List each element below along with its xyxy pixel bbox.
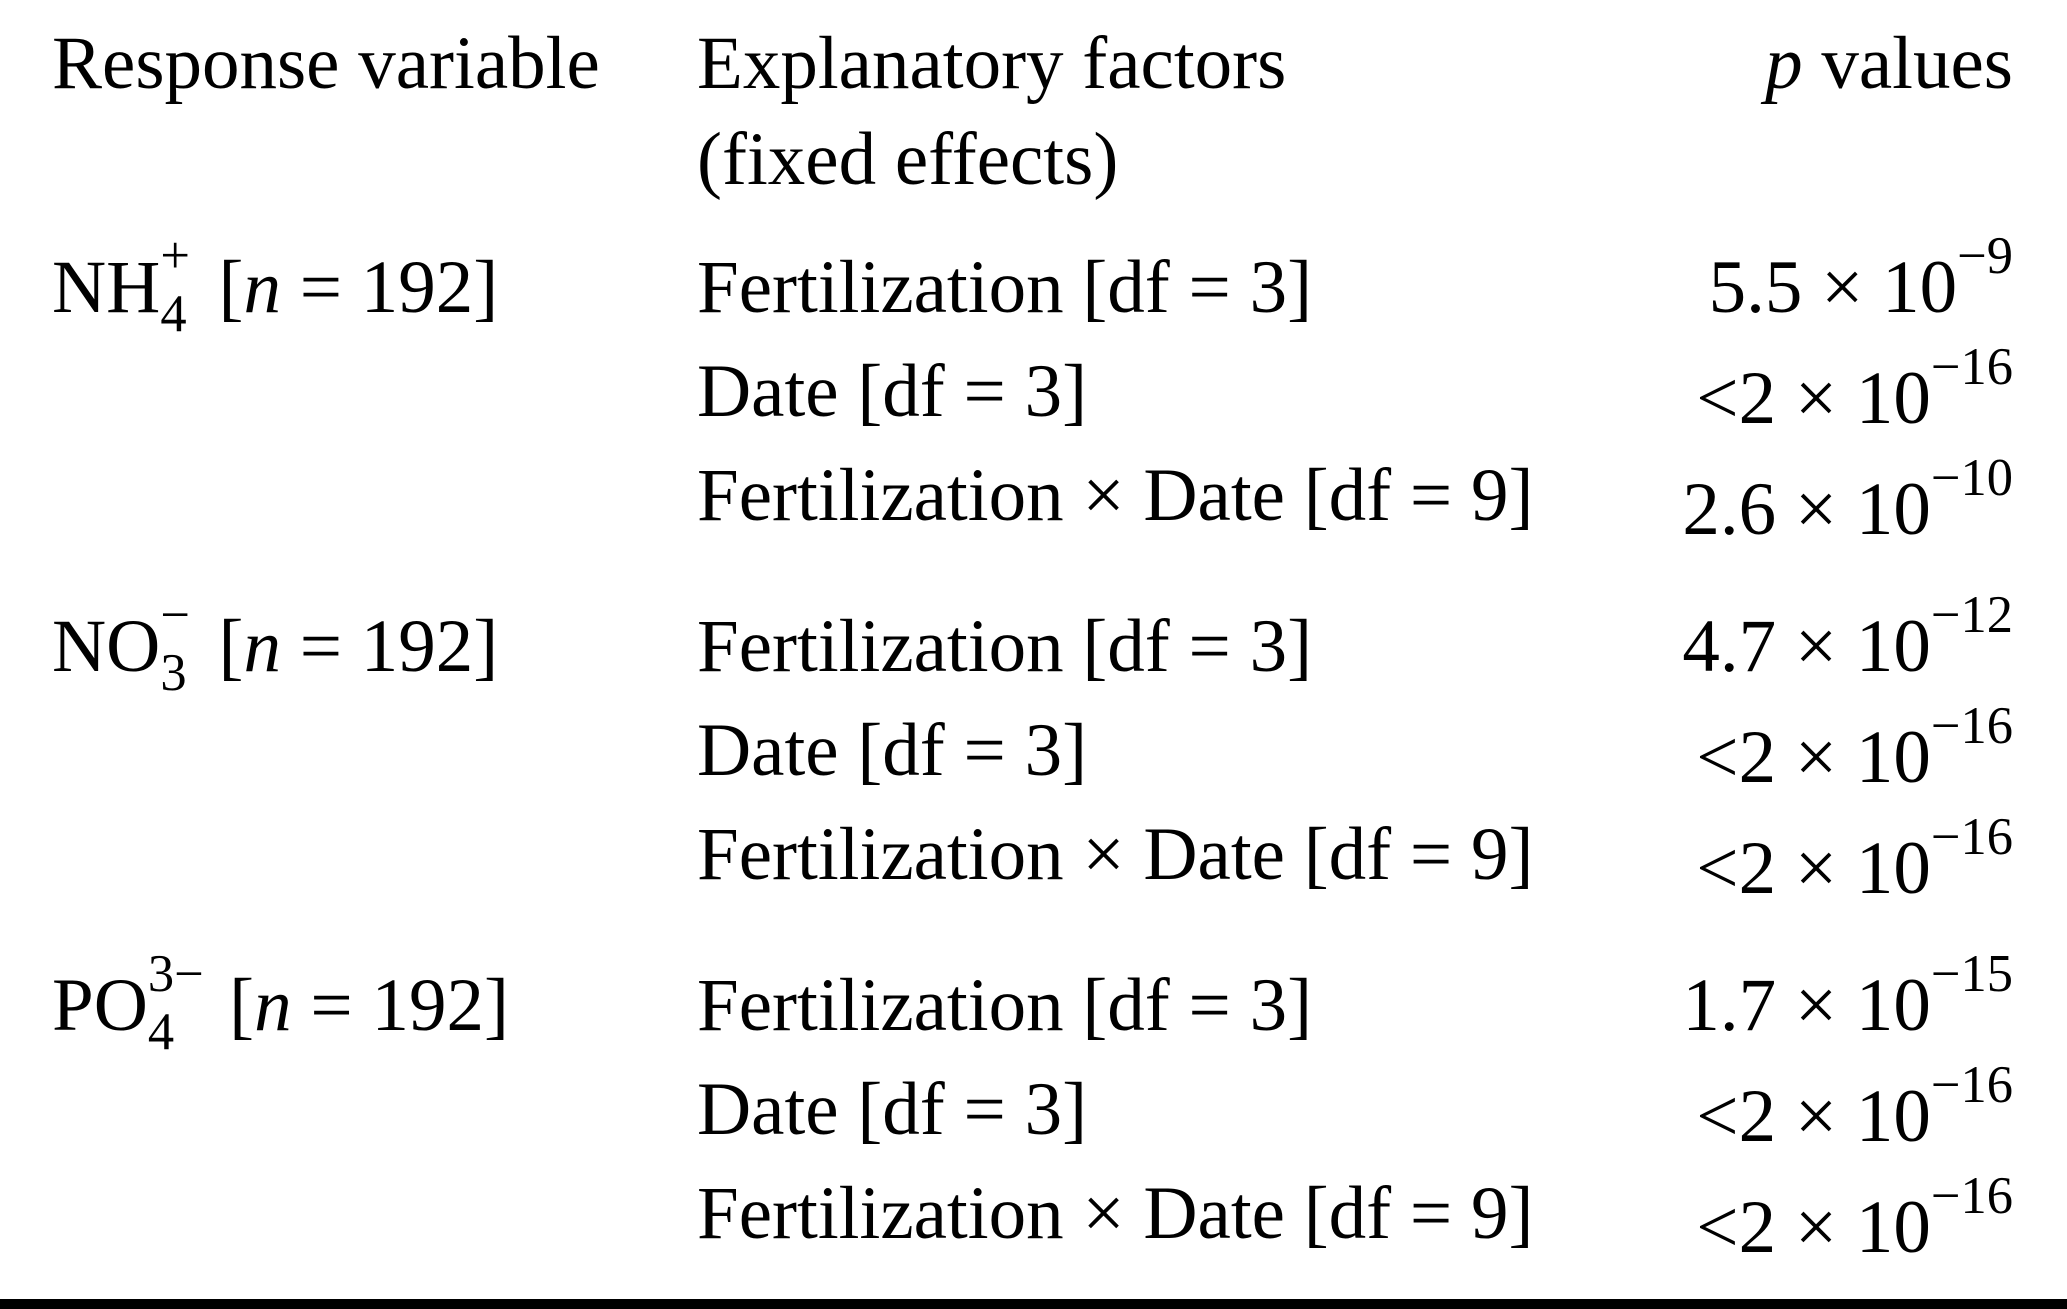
header-p-values: p values bbox=[1765, 22, 2013, 105]
formula-supsub: −3 bbox=[160, 585, 190, 702]
p-value: 2.6 × 10−10 bbox=[1682, 449, 2013, 551]
factors-cell: Fertilization [df = 3] Date [df = 3] Fer… bbox=[697, 595, 1682, 928]
factor-cell: Fertilization × Date [df = 9] bbox=[697, 1172, 1534, 1255]
p-values-cell: 4.7 × 10−12 <2 × 10−16 <2 × 10−16 bbox=[1682, 586, 2013, 928]
response-variable-cell: PO 3− 4 [n = 192] bbox=[52, 944, 697, 1287]
p-value: <2 × 10−16 bbox=[1696, 808, 2013, 910]
factors-cell: Fertilization [df = 3] Date [df = 3] Fer… bbox=[697, 954, 1682, 1287]
formula-supsub: 3− 4 bbox=[147, 944, 204, 1061]
response-variable-cell: NH +4 [n = 192] bbox=[52, 226, 697, 569]
factors-cell: Fertilization [df = 3] Date [df = 3] Fer… bbox=[697, 236, 1682, 569]
factor-cell: Fertilization × Date [df = 9] bbox=[697, 454, 1534, 537]
sample-size: [n = 192] bbox=[218, 246, 499, 329]
factor-cell: Date [df = 3] bbox=[697, 1068, 1088, 1151]
response-variable-cell: NO −3 [n = 192] bbox=[52, 585, 697, 928]
factor-cell: Fertilization × Date [df = 9] bbox=[697, 813, 1534, 896]
exponent: −16 bbox=[1930, 697, 2013, 756]
factor-cell: Fertilization [df = 3] bbox=[697, 605, 1313, 688]
table-header-row: Response variable Explanatory factors (f… bbox=[0, 0, 2067, 222]
chemical-formula-no3: NO −3 bbox=[52, 585, 196, 702]
exponent: −15 bbox=[1930, 945, 2013, 1004]
chemical-formula-nh4: NH +4 bbox=[52, 226, 196, 343]
table-bottom-rule bbox=[0, 1299, 2067, 1309]
p-value: <2 × 10−16 bbox=[1696, 1167, 2013, 1269]
exponent: −9 bbox=[1957, 227, 2013, 286]
factor-cell: Date [df = 3] bbox=[697, 709, 1088, 792]
factor-cell: Date [df = 3] bbox=[697, 350, 1088, 433]
p-values-cell: 1.7 × 10−15 <2 × 10−16 <2 × 10−16 bbox=[1682, 945, 2013, 1287]
sample-size: [n = 192] bbox=[218, 605, 499, 688]
formula-supsub: +4 bbox=[160, 226, 190, 343]
p-symbol: p bbox=[1765, 22, 1803, 105]
header-response-variable: Response variable bbox=[52, 22, 600, 105]
p-value: <2 × 10−16 bbox=[1696, 697, 2013, 799]
table-row-group-nh4: NH +4 [n = 192] Fertilization [df = 3] Dat… bbox=[0, 222, 2067, 581]
factor-cell: Fertilization [df = 3] bbox=[697, 964, 1313, 1047]
header-explanatory-factors: Explanatory factors (fixed effects) bbox=[697, 22, 1287, 201]
exponent: −16 bbox=[1930, 808, 2013, 867]
chemical-formula-po4: PO 3− 4 bbox=[52, 944, 207, 1061]
p-value: <2 × 10−16 bbox=[1696, 1056, 2013, 1158]
exponent: −16 bbox=[1930, 338, 2013, 397]
exponent: −10 bbox=[1930, 449, 2013, 508]
p-values-cell: 5.5 × 10−9 <2 × 10−16 2.6 × 10−10 bbox=[1682, 227, 2013, 569]
p-value: <2 × 10−16 bbox=[1696, 338, 2013, 440]
table-row-group-po4: PO 3− 4 [n = 192] Fertilization [df = 3] Da… bbox=[0, 940, 2067, 1299]
sample-size: [n = 192] bbox=[229, 964, 509, 1047]
p-value: 1.7 × 10−15 bbox=[1682, 945, 2013, 1047]
exponent: −16 bbox=[1930, 1167, 2013, 1226]
exponent: −16 bbox=[1930, 1056, 2013, 1115]
table-row-group-no3: NO −3 [n = 192] Fertilization [df = 3] Dat… bbox=[0, 581, 2067, 940]
factor-cell: Fertilization [df = 3] bbox=[697, 246, 1313, 329]
p-value: 5.5 × 10−9 bbox=[1708, 227, 2013, 329]
exponent: −12 bbox=[1930, 586, 2013, 645]
p-value: 4.7 × 10−12 bbox=[1682, 586, 2013, 688]
